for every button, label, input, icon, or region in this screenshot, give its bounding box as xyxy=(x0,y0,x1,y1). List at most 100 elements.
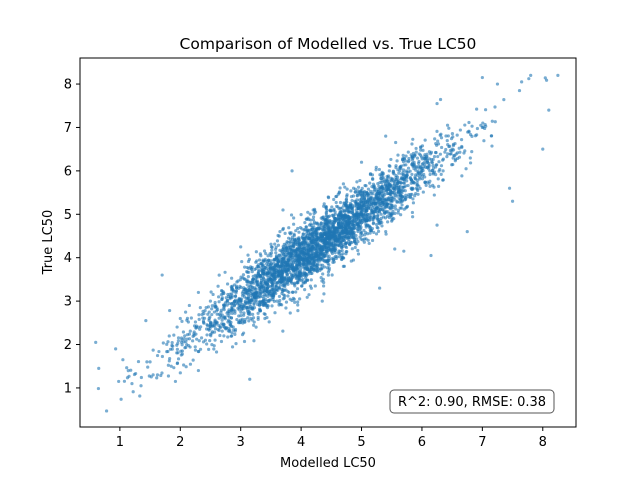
scatter-point xyxy=(436,177,440,181)
scatter-point xyxy=(310,271,314,275)
scatter-point xyxy=(510,199,515,203)
scatter-point xyxy=(365,191,369,196)
scatter-point xyxy=(292,281,296,285)
scatter-point xyxy=(374,168,378,172)
scatter-point xyxy=(263,285,267,289)
scatter-point xyxy=(345,215,350,219)
scatter-point xyxy=(460,174,464,178)
scatter-point xyxy=(199,325,203,329)
scatter-point xyxy=(267,320,271,324)
scatter-point xyxy=(484,108,488,112)
scatter-point xyxy=(259,280,263,285)
scatter-point xyxy=(411,201,416,205)
scatter-point xyxy=(281,289,285,293)
scatter-point xyxy=(213,300,217,305)
plot-frame xyxy=(79,57,577,428)
scatter-point xyxy=(193,348,198,352)
scatter-point xyxy=(283,257,287,261)
scatter-point xyxy=(265,274,269,278)
scatter-point xyxy=(459,138,464,142)
scatter-point xyxy=(182,363,186,367)
scatter-point xyxy=(446,134,450,138)
scatter-point xyxy=(400,203,404,207)
scatter-point xyxy=(338,212,342,216)
scatter-point xyxy=(343,185,347,189)
scatter-point xyxy=(432,193,436,197)
scatter-point xyxy=(369,189,373,193)
scatter-point xyxy=(191,358,195,362)
scatter-point xyxy=(388,192,392,196)
scatter-point xyxy=(227,311,231,316)
scatter-point xyxy=(323,228,327,233)
scatter-point xyxy=(303,227,307,232)
scatter-point xyxy=(246,288,250,293)
scatter-point xyxy=(176,357,181,361)
scatter-point xyxy=(226,318,231,322)
scatter-point xyxy=(356,185,361,189)
scatter-point xyxy=(276,264,280,268)
scatter-point xyxy=(386,220,390,224)
scatter-point xyxy=(329,257,334,261)
scatter-point xyxy=(185,337,189,341)
scatter-point xyxy=(330,273,334,277)
scatter-point xyxy=(335,204,339,208)
scatter-point xyxy=(346,232,350,236)
scatter-point xyxy=(299,213,303,217)
scatter-point xyxy=(222,324,226,329)
scatter-point xyxy=(247,300,251,304)
scatter-point xyxy=(310,235,315,239)
scatter-point xyxy=(294,229,298,233)
scatter-point xyxy=(309,269,313,273)
scatter-point xyxy=(187,303,191,308)
scatter-point xyxy=(419,165,423,169)
scatter-point xyxy=(171,344,175,348)
scatter-point xyxy=(438,97,443,102)
stats-annotation-box xyxy=(389,389,555,414)
scatter-point xyxy=(457,155,462,159)
scatter-point xyxy=(262,290,266,294)
scatter-point xyxy=(375,222,379,227)
scatter-point xyxy=(114,347,118,351)
scatter-point xyxy=(421,148,425,152)
scatter-point xyxy=(247,319,251,323)
scatter-point xyxy=(416,173,420,177)
scatter-point xyxy=(117,379,121,384)
scatter-point xyxy=(331,223,335,228)
scatter-point xyxy=(307,293,311,297)
scatter-point xyxy=(370,238,375,243)
scatter-point xyxy=(294,267,299,271)
scatter-point xyxy=(408,195,413,199)
scatter-point xyxy=(252,320,256,324)
scatter-point xyxy=(407,193,411,197)
scatter-point xyxy=(274,284,278,288)
scatter-point xyxy=(353,187,358,191)
scatter-point xyxy=(345,249,349,254)
scatter-point xyxy=(184,310,188,314)
scatter-point xyxy=(281,247,285,252)
scatter-point xyxy=(385,191,389,196)
scatter-point xyxy=(404,173,408,177)
scatter-point xyxy=(339,210,343,214)
scatter-point xyxy=(439,136,444,140)
scatter-point xyxy=(220,296,224,300)
scatter-point xyxy=(314,227,318,231)
scatter-point xyxy=(224,325,229,330)
scatter-point xyxy=(378,286,382,290)
scatter-point xyxy=(318,259,322,263)
scatter-point xyxy=(243,291,248,295)
scatter-point xyxy=(161,341,165,345)
scatter-point xyxy=(414,150,418,154)
scatter-point xyxy=(382,191,386,195)
scatter-point xyxy=(160,273,164,277)
scatter-point xyxy=(406,150,410,154)
scatter-point xyxy=(341,182,346,186)
y-tick-label: 3 xyxy=(64,295,72,310)
scatter-point xyxy=(328,209,332,213)
scatter-point xyxy=(455,133,459,137)
scatter-point xyxy=(383,216,388,220)
scatter-point xyxy=(359,237,363,241)
scatter-point xyxy=(188,329,192,333)
scatter-point xyxy=(340,243,344,248)
scatter-point xyxy=(208,315,212,319)
scatter-point xyxy=(258,309,263,313)
